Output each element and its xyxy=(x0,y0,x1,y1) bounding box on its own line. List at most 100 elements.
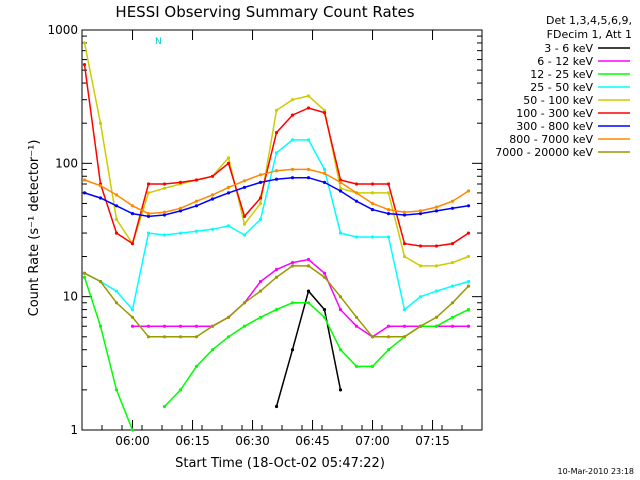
data-point xyxy=(194,199,199,203)
data-point xyxy=(434,289,439,293)
chart-title: HESSI Observing Summary Count Rates xyxy=(115,3,414,21)
data-point xyxy=(354,324,359,328)
data-point xyxy=(370,191,375,195)
data-point xyxy=(274,308,279,312)
data-point xyxy=(450,301,455,305)
data-point xyxy=(130,324,135,328)
data-point xyxy=(402,213,407,217)
data-point xyxy=(322,171,327,175)
data-point xyxy=(354,315,359,319)
data-point xyxy=(226,161,231,165)
data-point xyxy=(434,209,439,213)
data-point xyxy=(434,264,439,268)
data-point xyxy=(306,301,311,305)
data-point xyxy=(322,167,327,171)
data-point xyxy=(130,308,135,312)
data-point xyxy=(242,233,247,237)
data-point xyxy=(418,209,423,213)
data-point xyxy=(274,404,279,409)
data-point xyxy=(130,242,135,246)
data-point xyxy=(450,324,455,328)
data-point xyxy=(418,324,423,328)
y-tick-label: 1 xyxy=(70,423,78,437)
data-point xyxy=(274,131,279,135)
legend-label: 25 - 50 keV xyxy=(530,81,593,94)
data-point xyxy=(338,348,343,352)
data-point xyxy=(114,231,119,235)
data-point xyxy=(290,113,295,117)
data-point xyxy=(322,308,327,312)
series-line-3 xyxy=(84,139,469,312)
data-point xyxy=(450,206,455,210)
series-group xyxy=(82,41,471,432)
data-point xyxy=(402,308,407,312)
data-point xyxy=(370,235,375,239)
data-point xyxy=(354,182,359,186)
data-point xyxy=(210,197,215,201)
x-tick-label: 06:30 xyxy=(235,434,270,448)
annotation-n: N xyxy=(155,37,162,47)
data-point xyxy=(386,235,391,239)
data-point xyxy=(162,186,167,190)
data-point xyxy=(274,151,279,155)
series-line-1 xyxy=(132,258,469,338)
data-point xyxy=(82,178,87,182)
data-point xyxy=(114,388,119,392)
legend-header-line-2: FDecim 1, Att 1 xyxy=(546,28,632,41)
data-point xyxy=(178,209,183,213)
data-point xyxy=(450,261,455,265)
legend-label: 300 - 800 keV xyxy=(516,120,593,133)
data-point xyxy=(210,174,215,178)
legend-label: 50 - 100 keV xyxy=(523,94,593,107)
data-point xyxy=(210,324,215,328)
data-point xyxy=(194,364,199,368)
data-point xyxy=(466,324,471,328)
data-point xyxy=(386,212,391,216)
data-point xyxy=(274,177,279,181)
data-point xyxy=(306,106,311,110)
data-point xyxy=(146,335,151,339)
data-point xyxy=(162,404,167,409)
data-point xyxy=(162,335,167,339)
data-point xyxy=(370,201,375,206)
data-point xyxy=(194,335,199,339)
data-point xyxy=(146,191,151,195)
data-point xyxy=(370,335,375,339)
data-point xyxy=(162,233,167,237)
data-point xyxy=(466,308,471,312)
data-point xyxy=(370,208,375,212)
data-point xyxy=(466,279,471,284)
data-point xyxy=(466,231,471,235)
data-point xyxy=(402,335,407,339)
data-point xyxy=(130,428,135,432)
y-tick-label: 1000 xyxy=(47,23,78,37)
data-point xyxy=(146,324,151,328)
footer-timestamp: 10-Mar-2010 23:18 xyxy=(557,467,635,476)
data-point xyxy=(162,210,167,214)
plot-border xyxy=(81,29,483,431)
data-point xyxy=(242,301,247,305)
data-point xyxy=(450,242,455,246)
data-point xyxy=(290,138,295,142)
data-point xyxy=(386,191,391,195)
legend-label: 800 - 7000 keV xyxy=(509,133,593,146)
data-point xyxy=(466,254,471,259)
data-point xyxy=(418,295,423,299)
data-point xyxy=(434,324,439,328)
data-point xyxy=(194,324,199,328)
data-point xyxy=(354,191,359,195)
data-point xyxy=(130,204,135,208)
data-point xyxy=(114,217,119,221)
data-point xyxy=(386,208,391,212)
data-point xyxy=(258,201,263,206)
data-point xyxy=(306,176,311,180)
data-point xyxy=(370,182,375,186)
data-point xyxy=(226,315,231,319)
data-point xyxy=(338,231,343,235)
data-point xyxy=(210,193,215,197)
data-point xyxy=(146,231,151,235)
data-point xyxy=(322,111,327,115)
data-point xyxy=(98,196,103,200)
data-point xyxy=(402,324,407,328)
data-point xyxy=(98,324,103,328)
